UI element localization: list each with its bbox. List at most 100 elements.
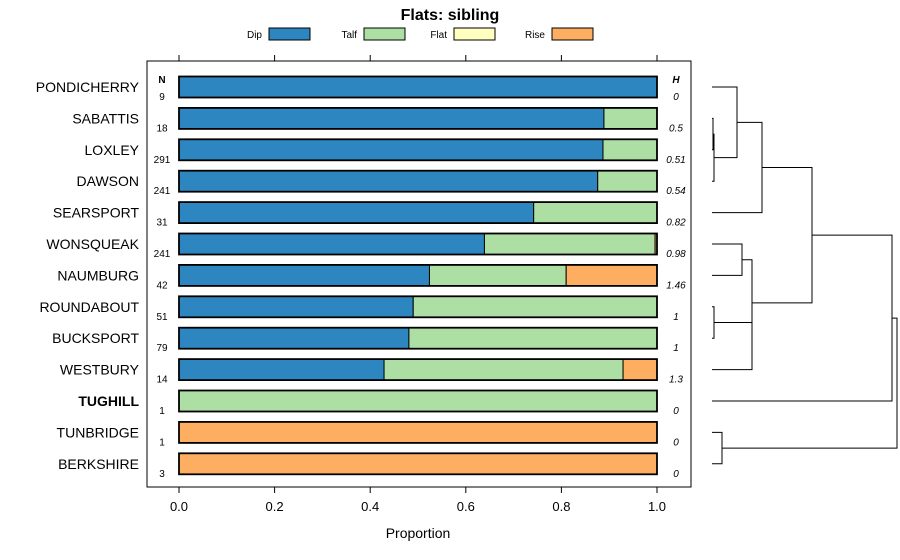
bar-segment-dip — [178, 107, 605, 130]
row-label: TUGHILL — [78, 393, 139, 409]
plot-frame — [146, 60, 692, 488]
row-n-value: 3 — [159, 469, 165, 480]
legend-swatch-rise — [551, 27, 594, 41]
row-h-value: 0.98 — [666, 249, 686, 260]
bar-outline — [178, 169, 658, 193]
legend: Dip Talf Flat Rise — [247, 27, 594, 41]
x-tick-label: 0.8 — [552, 499, 570, 514]
bar-segment-talf — [383, 358, 624, 381]
bar-outline — [178, 201, 658, 225]
row-n-value: 291 — [154, 155, 171, 166]
bar-segment-talf — [597, 170, 658, 193]
row-n-value: 18 — [156, 123, 168, 134]
x-axis-label: Proportion — [386, 525, 451, 541]
bar-outline — [178, 232, 658, 256]
bar-segment-talf — [602, 138, 658, 161]
row-h-value: 0.54 — [666, 186, 686, 197]
bar-segment-rise — [178, 452, 658, 475]
x-tick-label: 0.6 — [457, 499, 475, 514]
row-n-value: 241 — [154, 249, 171, 260]
legend-label-flat: Flat — [430, 30, 447, 41]
bar-segment-dip — [178, 201, 535, 224]
bar-segment-dip — [178, 295, 414, 318]
row-label: ROUNDABOUT — [39, 299, 139, 315]
bar-outline — [178, 138, 658, 162]
row-h-value: 0.82 — [666, 218, 686, 229]
dendrogram-branch — [712, 322, 753, 371]
row-label: PONDICHERRY — [36, 79, 140, 95]
dendrogram-branch — [722, 317, 898, 449]
row-label: WONSQUEAK — [46, 236, 139, 252]
bar-segment-talf — [533, 201, 658, 224]
dendrogram-branch — [712, 86, 738, 159]
row-n-value: 241 — [154, 186, 171, 197]
row-label: BUCKSPORT — [52, 330, 139, 346]
row-label: NAUMBURG — [57, 267, 139, 283]
row-n-value: 79 — [156, 343, 168, 354]
bar-outline — [178, 263, 658, 287]
chart-title: Flats: sibling — [401, 7, 500, 24]
dendrogram-branch — [742, 259, 753, 347]
row-h-value: 1.3 — [669, 375, 683, 386]
bar-segment-talf — [178, 390, 658, 412]
dendrogram — [712, 86, 898, 465]
bar-outline — [178, 326, 658, 350]
row-n-value: 51 — [156, 312, 168, 323]
bar-segment-dip — [178, 76, 658, 98]
bar-segment-dip — [178, 358, 385, 381]
row-h-value: 1.46 — [666, 280, 686, 291]
row-n-value: 31 — [156, 218, 168, 229]
row-h-value: 0 — [673, 469, 679, 480]
row-n-value: 1 — [159, 437, 165, 448]
legend-swatch-talf — [363, 27, 406, 41]
dendrogram-branch — [712, 243, 743, 276]
row-label: BERKSHIRE — [58, 456, 139, 472]
bar-segment-talf — [408, 327, 658, 350]
bar-outline — [178, 75, 658, 99]
bar-segment-talf — [483, 233, 656, 255]
bar-rows: PONDICHERRY 9 0 SABATTIS 18 0.5 LOXLEY 291 0.51 D… — [36, 75, 686, 480]
dendrogram-branch — [712, 117, 714, 151]
row-n-value: 9 — [159, 92, 165, 103]
x-tick-label: 0.0 — [170, 499, 188, 514]
bar-outline — [178, 420, 658, 444]
bar-outline — [178, 358, 658, 382]
x-tick-label: 0.4 — [361, 499, 379, 514]
bar-segment-dip — [178, 264, 430, 287]
x-tick-label: 0.2 — [266, 499, 284, 514]
row-n-value: 14 — [156, 375, 168, 386]
x-tick-label: 1.0 — [648, 499, 666, 514]
row-label: DAWSON — [77, 173, 139, 189]
legend-label-rise: Rise — [525, 30, 545, 41]
dendrogram-branch — [712, 306, 715, 339]
row-n-value: 42 — [156, 280, 168, 291]
bar-outline — [178, 389, 658, 413]
row-h-value: 0 — [673, 406, 679, 417]
bar-segment-talf — [603, 107, 658, 130]
row-label: SABATTIS — [72, 110, 139, 126]
bar-segment-dip — [178, 327, 410, 350]
dendrogram-branch — [712, 431, 723, 465]
row-label: LOXLEY — [85, 142, 140, 158]
bar-segment-talf — [412, 295, 658, 318]
row-h-value: 0.51 — [666, 155, 685, 166]
row-n-value: 1 — [159, 406, 165, 417]
bar-segment-dip — [178, 170, 599, 193]
legend-swatch-flat — [453, 27, 496, 41]
bar-outline — [178, 107, 658, 130]
n-column-header: N — [158, 75, 165, 86]
legend-label-dip: Dip — [247, 30, 262, 41]
bar-segment-rise — [565, 264, 658, 287]
bar-segment-dip — [178, 233, 485, 255]
bar-segment-rise — [178, 421, 658, 444]
row-label: WESTBURY — [60, 362, 140, 378]
row-h-value: 0 — [673, 437, 679, 448]
row-h-value: 0 — [673, 92, 679, 103]
x-axis: 0.0 0.2 0.4 0.6 0.8 1.0 — [170, 55, 666, 514]
bar-segment-talf — [428, 264, 567, 287]
legend-swatch-dip — [268, 27, 311, 41]
bar-outline — [178, 295, 658, 319]
dendrogram-branch — [752, 166, 813, 304]
row-label: TUNBRIDGE — [57, 424, 139, 440]
